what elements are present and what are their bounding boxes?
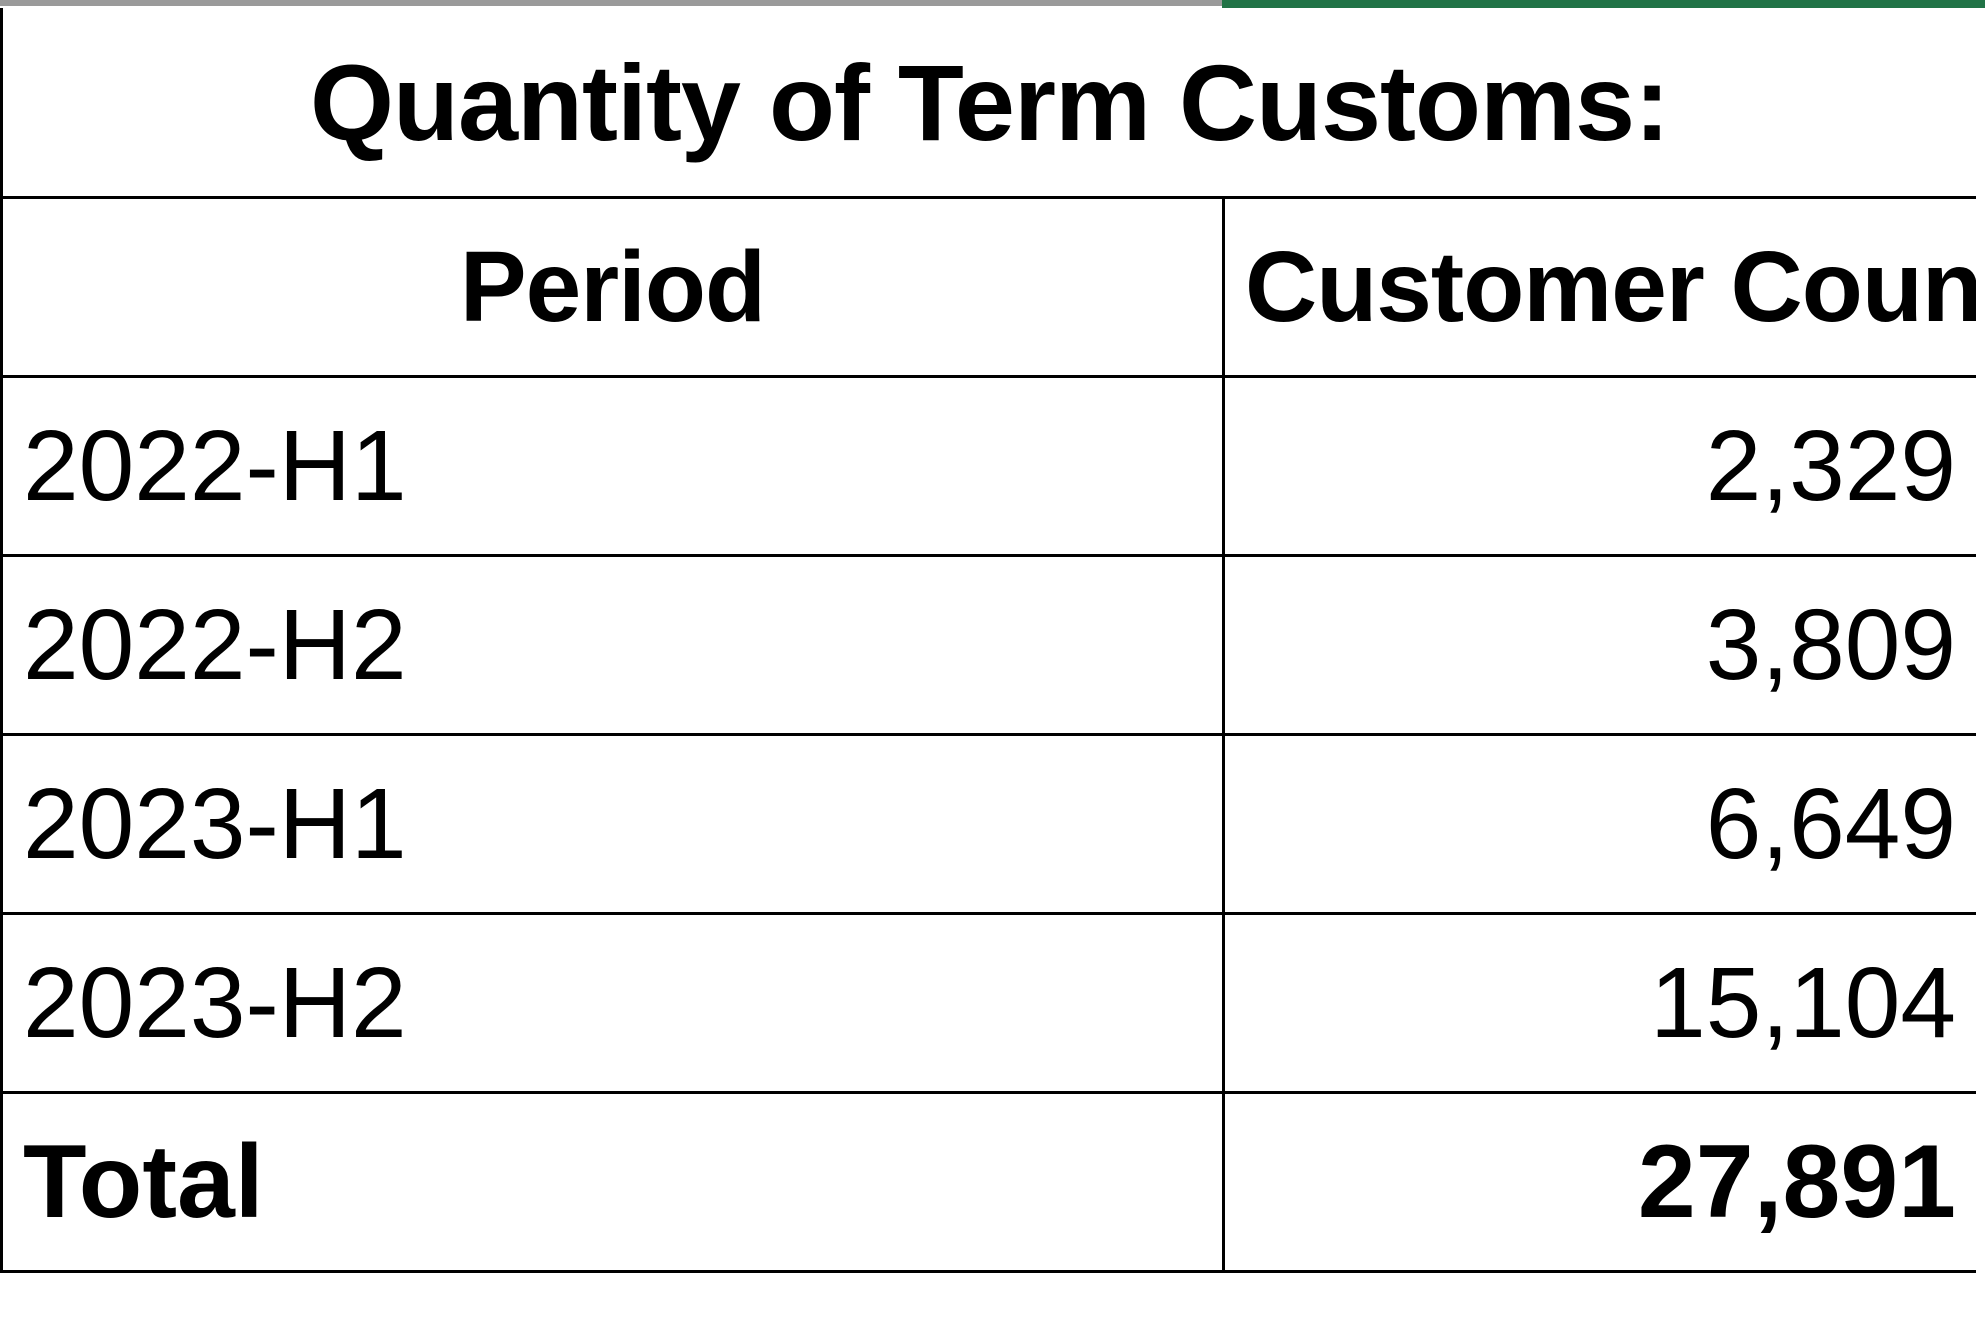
period-cell[interactable]: 2022-H1 [0, 375, 1225, 557]
selection-strip-gray [0, 0, 1222, 6]
table-row: 2023-H2 15,104 [0, 912, 1980, 1094]
count-cell[interactable]: 15,104 [1221, 912, 1980, 1094]
table-row: 2022-H1 2,329 [0, 375, 1980, 557]
table-title-cell[interactable]: Quantity of Term Customs: [0, 8, 1980, 199]
count-cell[interactable]: 6,649 [1221, 733, 1980, 915]
customer-count-table: Quantity of Term Customs: Period Custome… [0, 8, 1980, 1273]
table-header-row: Period Customer Count [0, 196, 1980, 378]
count-cell[interactable]: 2,329 [1221, 375, 1980, 557]
count-cell[interactable]: 3,809 [1221, 554, 1980, 736]
total-count-cell[interactable]: 27,891 [1221, 1091, 1980, 1273]
table-total-row: Total 27,891 [0, 1091, 1980, 1273]
table-row: 2023-H1 6,649 [0, 733, 1980, 915]
table-title-row: Quantity of Term Customs: [0, 8, 1980, 199]
period-cell[interactable]: 2022-H2 [0, 554, 1225, 736]
header-period-cell[interactable]: Period [0, 196, 1225, 378]
table-row: 2022-H2 3,809 [0, 554, 1980, 736]
active-selection-indicator [1222, 0, 1985, 8]
period-cell[interactable]: 2023-H1 [0, 733, 1225, 915]
total-label-cell[interactable]: Total [0, 1091, 1225, 1273]
period-cell[interactable]: 2023-H2 [0, 912, 1225, 1094]
sheet-right-margin [1976, 8, 1985, 1318]
header-customer-count-cell[interactable]: Customer Count [1221, 196, 1980, 378]
